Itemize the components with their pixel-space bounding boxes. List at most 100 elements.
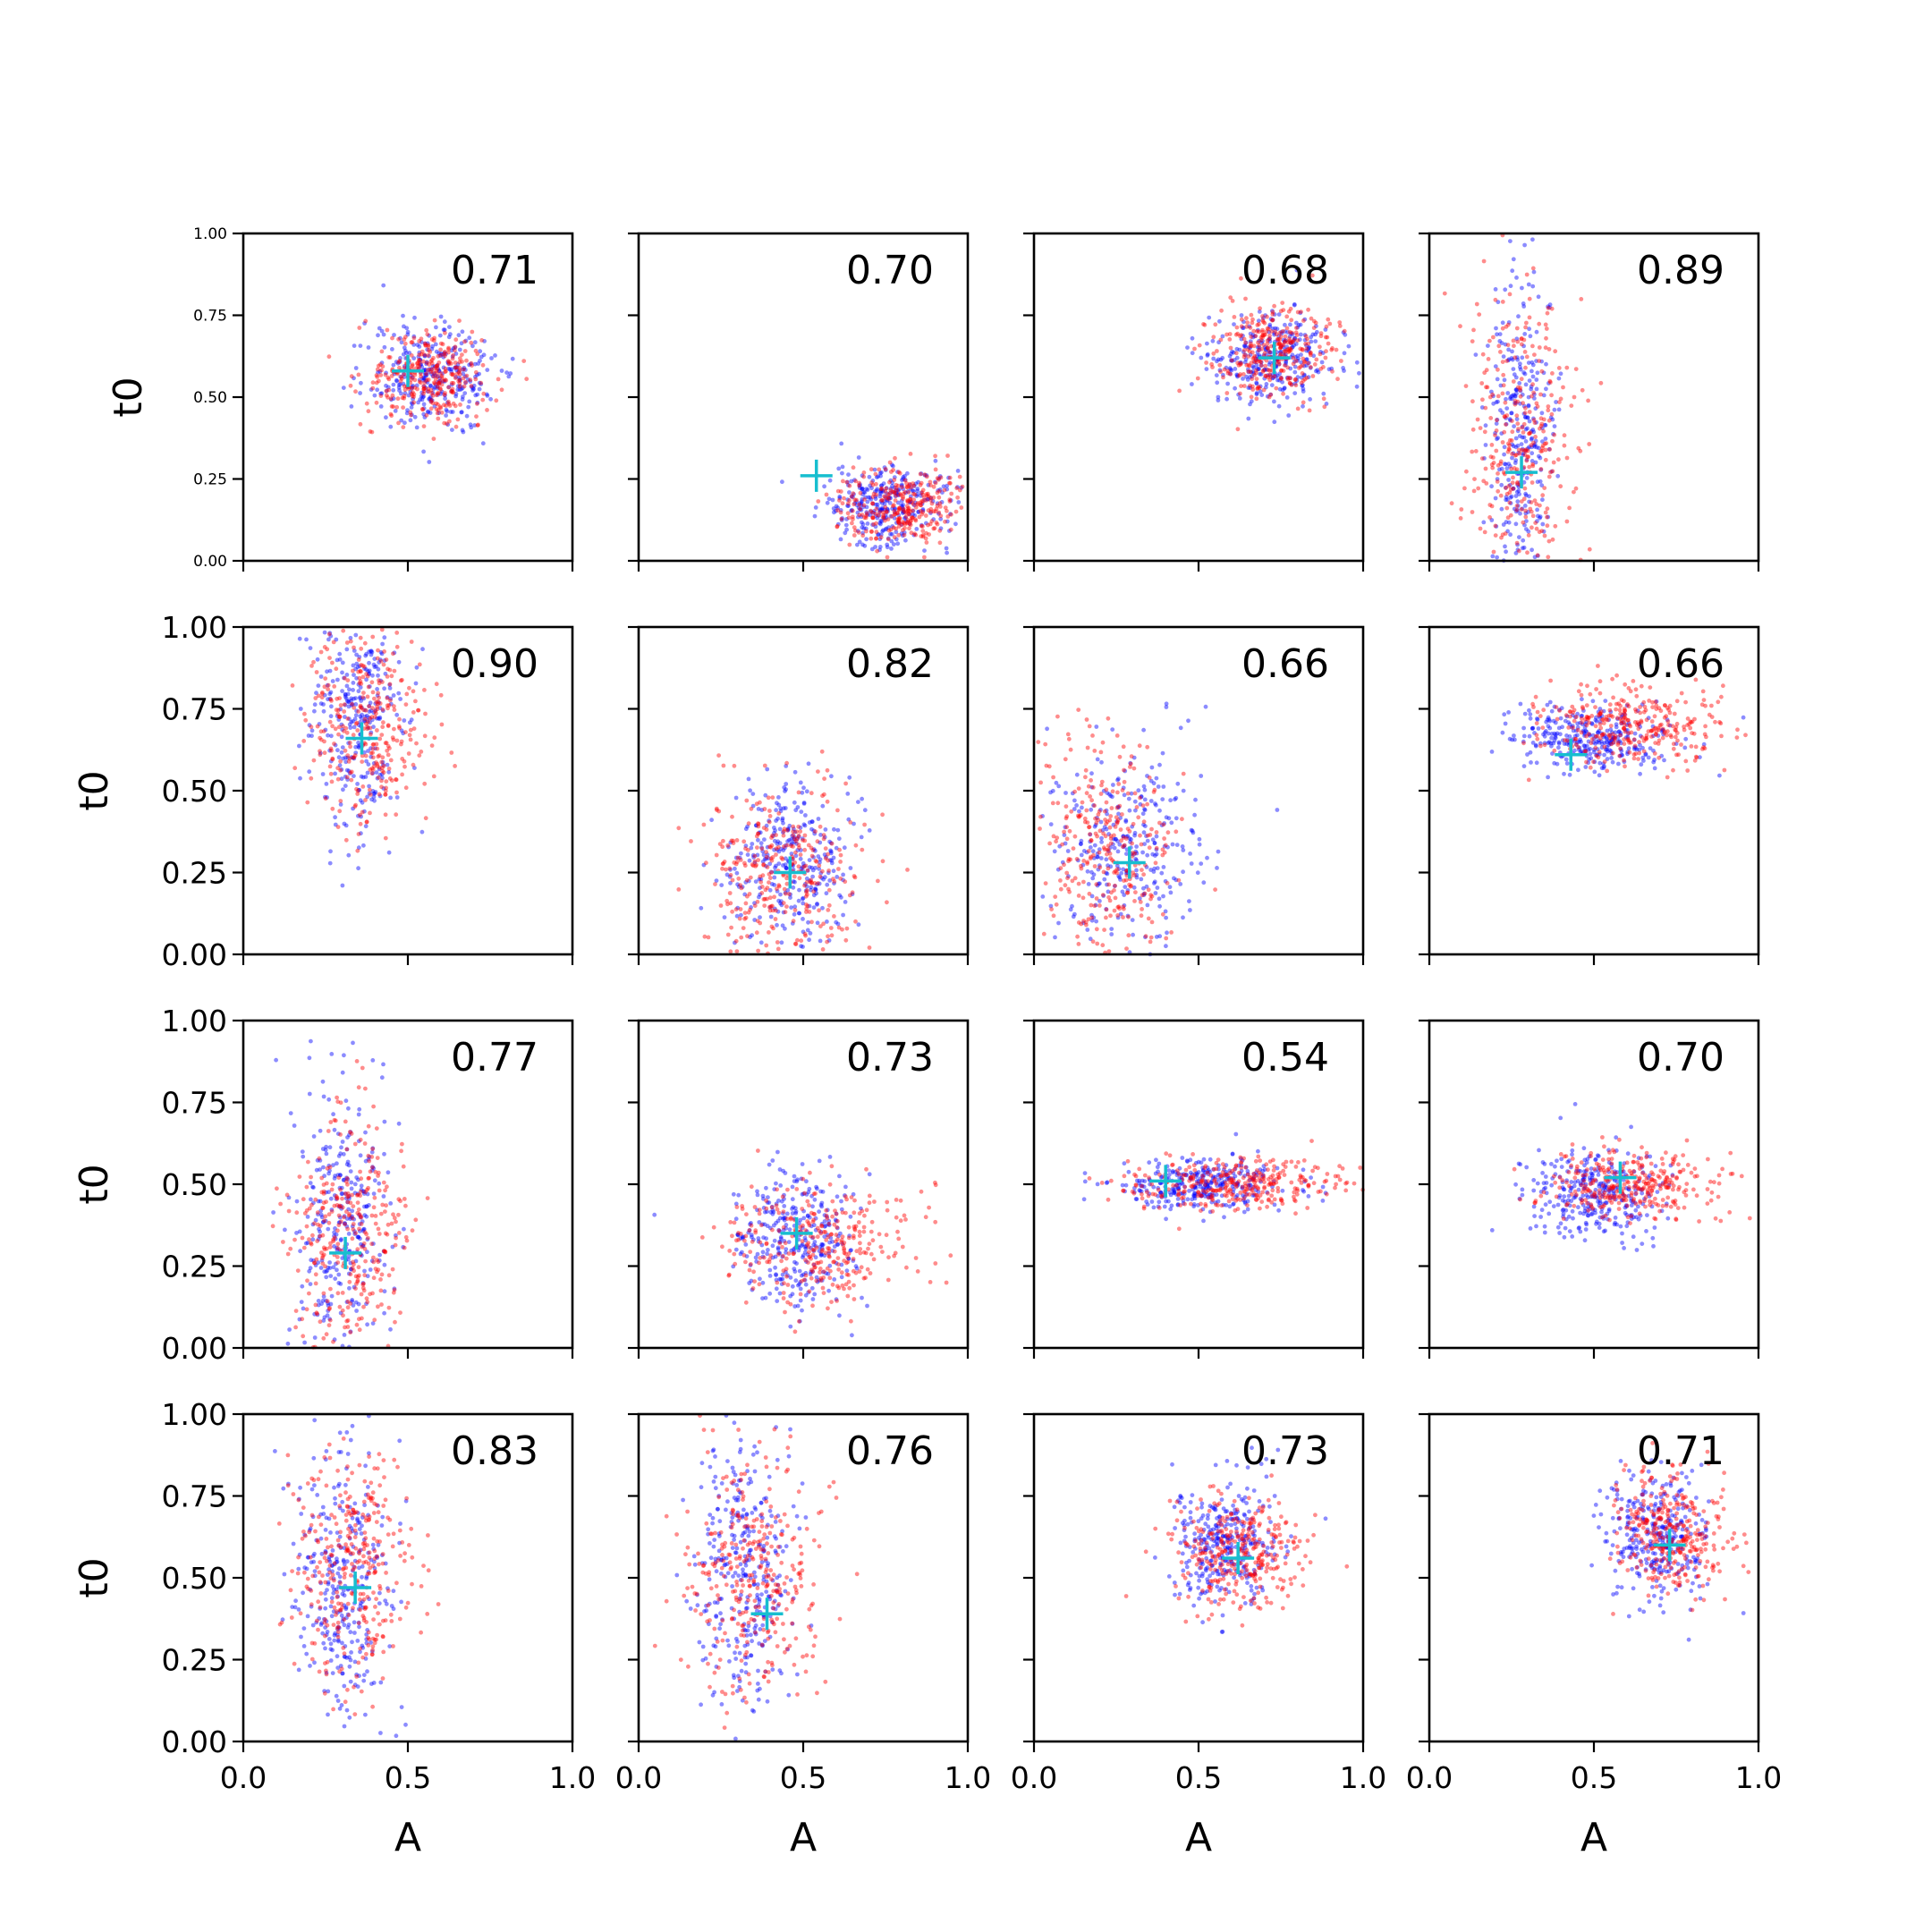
sample-point-blue: [471, 386, 476, 392]
sample-point-red: [330, 724, 335, 729]
sample-point-red: [394, 404, 400, 410]
y-tick-label: 0.50: [193, 389, 227, 407]
sample-point-red: [416, 363, 420, 369]
sample-point-red: [474, 414, 479, 419]
sample-point-red: [933, 453, 937, 459]
sample-point-red: [1289, 383, 1294, 387]
sample-point-red: [1598, 380, 1604, 386]
sample-point-blue: [450, 410, 455, 414]
sample-point-blue: [414, 665, 419, 670]
sample-point-red: [876, 878, 880, 884]
sample-point-red: [1641, 749, 1647, 754]
sample-point-red: [894, 488, 900, 493]
sample-point-red: [1471, 327, 1476, 333]
sample-point-red: [402, 337, 407, 342]
sample-point-red: [1126, 914, 1131, 919]
sample-point-blue: [1272, 419, 1277, 425]
sample-point-blue: [1164, 915, 1168, 920]
series-blue-points: [699, 761, 872, 949]
sample-point-blue: [796, 898, 801, 903]
sample-point-blue: [1603, 699, 1608, 703]
sample-point-red: [432, 735, 437, 741]
sample-point-blue: [402, 375, 407, 379]
sample-point-blue: [424, 360, 429, 365]
sample-point-red: [1290, 330, 1294, 335]
sample-point-red: [1092, 903, 1097, 909]
sample-point-blue: [900, 511, 905, 515]
sample-point-red: [766, 795, 771, 801]
sample-point-blue: [399, 391, 403, 396]
sample-point-red: [1036, 740, 1041, 744]
sample-point-blue: [344, 647, 350, 652]
sample-point-red: [825, 939, 829, 945]
sample-point-blue: [907, 500, 912, 505]
sample-point-red: [422, 341, 428, 346]
sample-point-blue: [457, 377, 462, 383]
sample-point-red: [734, 838, 740, 843]
sample-point-blue: [1116, 776, 1121, 782]
sample-point-red: [384, 657, 389, 662]
sample-point-red: [1539, 369, 1545, 374]
sample-point-red: [1496, 394, 1501, 399]
sample-point-red: [380, 768, 385, 774]
sample-point-blue: [1164, 705, 1169, 709]
sample-point-red: [1258, 306, 1262, 311]
sample-point-red: [319, 695, 325, 700]
sample-point-red: [1318, 334, 1324, 339]
sample-point-red: [499, 387, 504, 393]
sample-point-blue: [1148, 799, 1154, 803]
sample-point-red: [402, 384, 407, 389]
sample-point-red: [1318, 352, 1323, 357]
sample-point-blue: [402, 324, 406, 329]
sample-point-blue: [437, 376, 443, 381]
sample-point-blue: [1161, 894, 1165, 899]
sample-point-blue: [429, 398, 435, 402]
sample-point-blue: [433, 373, 437, 378]
sample-point-red: [1521, 520, 1526, 525]
sample-point-red: [426, 389, 431, 394]
sample-point-red: [387, 682, 393, 687]
sample-point-blue: [1496, 399, 1500, 404]
sample-point-red: [376, 648, 380, 653]
sample-point-blue: [1053, 935, 1057, 940]
sample-point-red: [1683, 758, 1689, 764]
sample-point-blue: [346, 852, 352, 858]
sample-point-blue: [1520, 546, 1525, 551]
sample-point-red: [387, 355, 393, 360]
sample-point-blue: [337, 651, 343, 657]
sample-point-red: [1098, 792, 1104, 796]
sample-point-blue: [393, 409, 398, 413]
sample-point-red: [1279, 368, 1284, 373]
sample-point-red: [755, 919, 760, 923]
sample-point-blue: [381, 283, 386, 288]
sample-point-red: [1307, 408, 1312, 413]
sample-point-red: [449, 380, 454, 386]
sample-point-red: [756, 831, 760, 836]
sample-point-red: [1539, 421, 1545, 427]
sample-point-blue: [441, 354, 446, 360]
sample-point-red: [742, 911, 748, 915]
sample-point-blue: [344, 699, 350, 704]
sample-point-red: [901, 495, 905, 499]
sample-point-red: [1117, 754, 1123, 759]
sample-point-red: [326, 354, 332, 360]
sample-point-blue: [428, 394, 433, 399]
sample-point-blue: [407, 351, 412, 355]
sample-point-blue: [846, 504, 851, 508]
sample-point-red: [468, 377, 473, 383]
sample-point-blue: [1155, 886, 1160, 890]
sample-point-blue: [404, 326, 410, 331]
sample-point-blue: [445, 422, 451, 428]
sample-point-red: [360, 674, 366, 680]
sample-point-red: [1503, 400, 1508, 405]
sample-point-red: [436, 381, 441, 386]
sample-point-blue: [1662, 758, 1666, 763]
sample-point-red: [874, 530, 879, 535]
sample-point-red: [1100, 943, 1106, 948]
sample-point-red: [350, 701, 354, 707]
sample-point-blue: [1086, 882, 1091, 886]
sample-point-blue: [455, 387, 461, 393]
sample-point-red: [1498, 459, 1504, 464]
sample-point-blue: [1582, 743, 1588, 749]
sample-point-red: [394, 812, 399, 818]
